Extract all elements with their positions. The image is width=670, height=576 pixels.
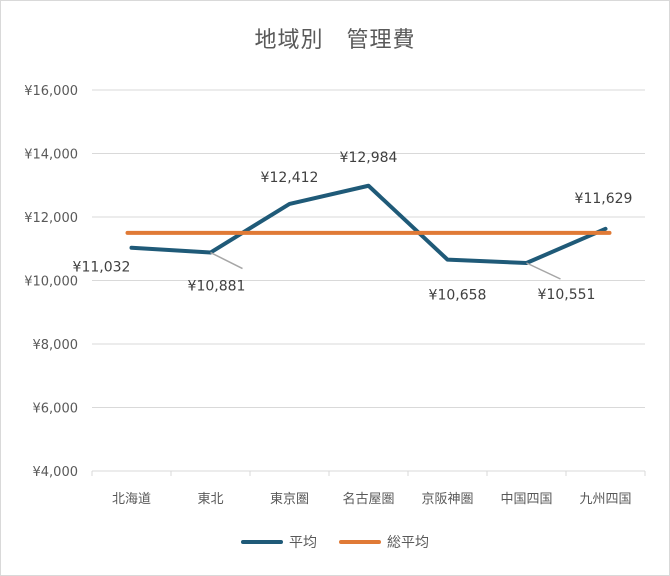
y-tick-label: ¥10,000: [24, 275, 78, 290]
data-label-leader: [526, 262, 561, 280]
y-tick-label: ¥14,000: [24, 148, 78, 163]
y-tick-label: ¥16,000: [24, 84, 78, 99]
legend-label-average: 平均: [289, 535, 317, 551]
data-label: ¥10,881: [188, 279, 246, 295]
y-tick-label: ¥6,000: [33, 402, 79, 417]
legend-item-average: 平均: [241, 532, 317, 552]
data-label: ¥12,412: [261, 170, 319, 186]
x-tick-label: 九州四国: [579, 492, 631, 507]
data-label: ¥10,551: [538, 287, 596, 303]
chart-title: 地域別 管理費: [254, 28, 416, 53]
x-tick-label: 中国四国: [500, 492, 552, 507]
data-label: ¥10,658: [429, 288, 487, 304]
y-tick-label: ¥8,000: [33, 338, 79, 353]
x-tick-label: 京阪神圏: [421, 492, 473, 507]
x-tick-label: 東北: [197, 491, 223, 507]
legend-swatch-overall-average: [339, 540, 381, 544]
x-tick-label: 北海道: [112, 492, 151, 507]
y-tick-label: ¥12,000: [24, 211, 78, 226]
data-label: ¥11,629: [575, 191, 633, 207]
legend-item-overall-average: 総平均: [339, 532, 429, 552]
legend-label-overall-average: 総平均: [387, 535, 429, 551]
series-line-average: [129, 183, 608, 266]
data-label: ¥11,032: [73, 260, 131, 276]
y-tick-label: ¥4,000: [33, 465, 79, 480]
legend: 平均 総平均: [0, 532, 670, 552]
legend-swatch-average: [241, 540, 283, 544]
x-tick-label: 名古屋圏: [342, 491, 394, 507]
data-label: ¥12,984: [340, 150, 398, 166]
data-label-leader: [210, 251, 243, 270]
x-tick-label: 東京圏: [270, 491, 309, 507]
